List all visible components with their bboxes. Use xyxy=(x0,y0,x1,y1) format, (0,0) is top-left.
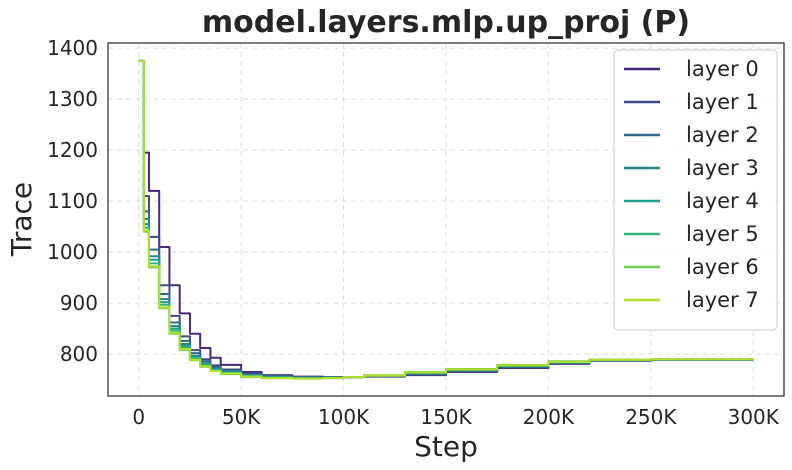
y-tick-label: 1000 xyxy=(47,240,98,264)
y-tick-label: 1100 xyxy=(47,189,98,213)
x-tick-label: 0 xyxy=(132,405,145,429)
x-tick-label: 150K xyxy=(420,405,472,429)
legend-label: layer 5 xyxy=(686,222,759,246)
y-tick-label: 1300 xyxy=(47,87,98,111)
legend-label: layer 4 xyxy=(686,189,759,213)
chart-title: model.layers.mlp.up_proj (P) xyxy=(202,5,690,40)
legend: layer 0 layer 1 layer 2 layer 3 layer 4 layer… xyxy=(613,49,778,331)
y-axis-label: Trace xyxy=(5,182,38,257)
x-tick-label: 300K xyxy=(728,405,780,429)
legend-label: layer 3 xyxy=(686,156,759,180)
legend-label: layer 1 xyxy=(686,90,759,114)
legend-label: layer 7 xyxy=(686,288,759,312)
x-tick-labels: 0 50K 100K 150K 200K 250K 300K xyxy=(132,405,779,429)
y-tick-label: 1400 xyxy=(47,36,98,60)
x-tick-label: 200K xyxy=(523,405,575,429)
plot-frame xyxy=(107,42,785,397)
series-line-layer-7 xyxy=(138,59,754,380)
legend-label: layer 6 xyxy=(686,255,759,279)
y-tick-labels: 800 900 1000 1100 1200 1300 1400 xyxy=(47,36,98,366)
legend-label: layer 0 xyxy=(686,57,759,81)
x-axis-label: Step xyxy=(414,430,478,463)
y-tick-label: 800 xyxy=(60,342,98,366)
legend-box xyxy=(613,49,778,331)
x-tick-label: 100K xyxy=(318,405,370,429)
y-tick-label: 1200 xyxy=(47,138,98,162)
x-tick-label: 250K xyxy=(625,405,677,429)
y-tick-label: 900 xyxy=(60,291,98,315)
legend-label: layer 2 xyxy=(686,123,759,147)
x-tick-label: 50K xyxy=(222,405,261,429)
series-lines xyxy=(138,59,754,380)
